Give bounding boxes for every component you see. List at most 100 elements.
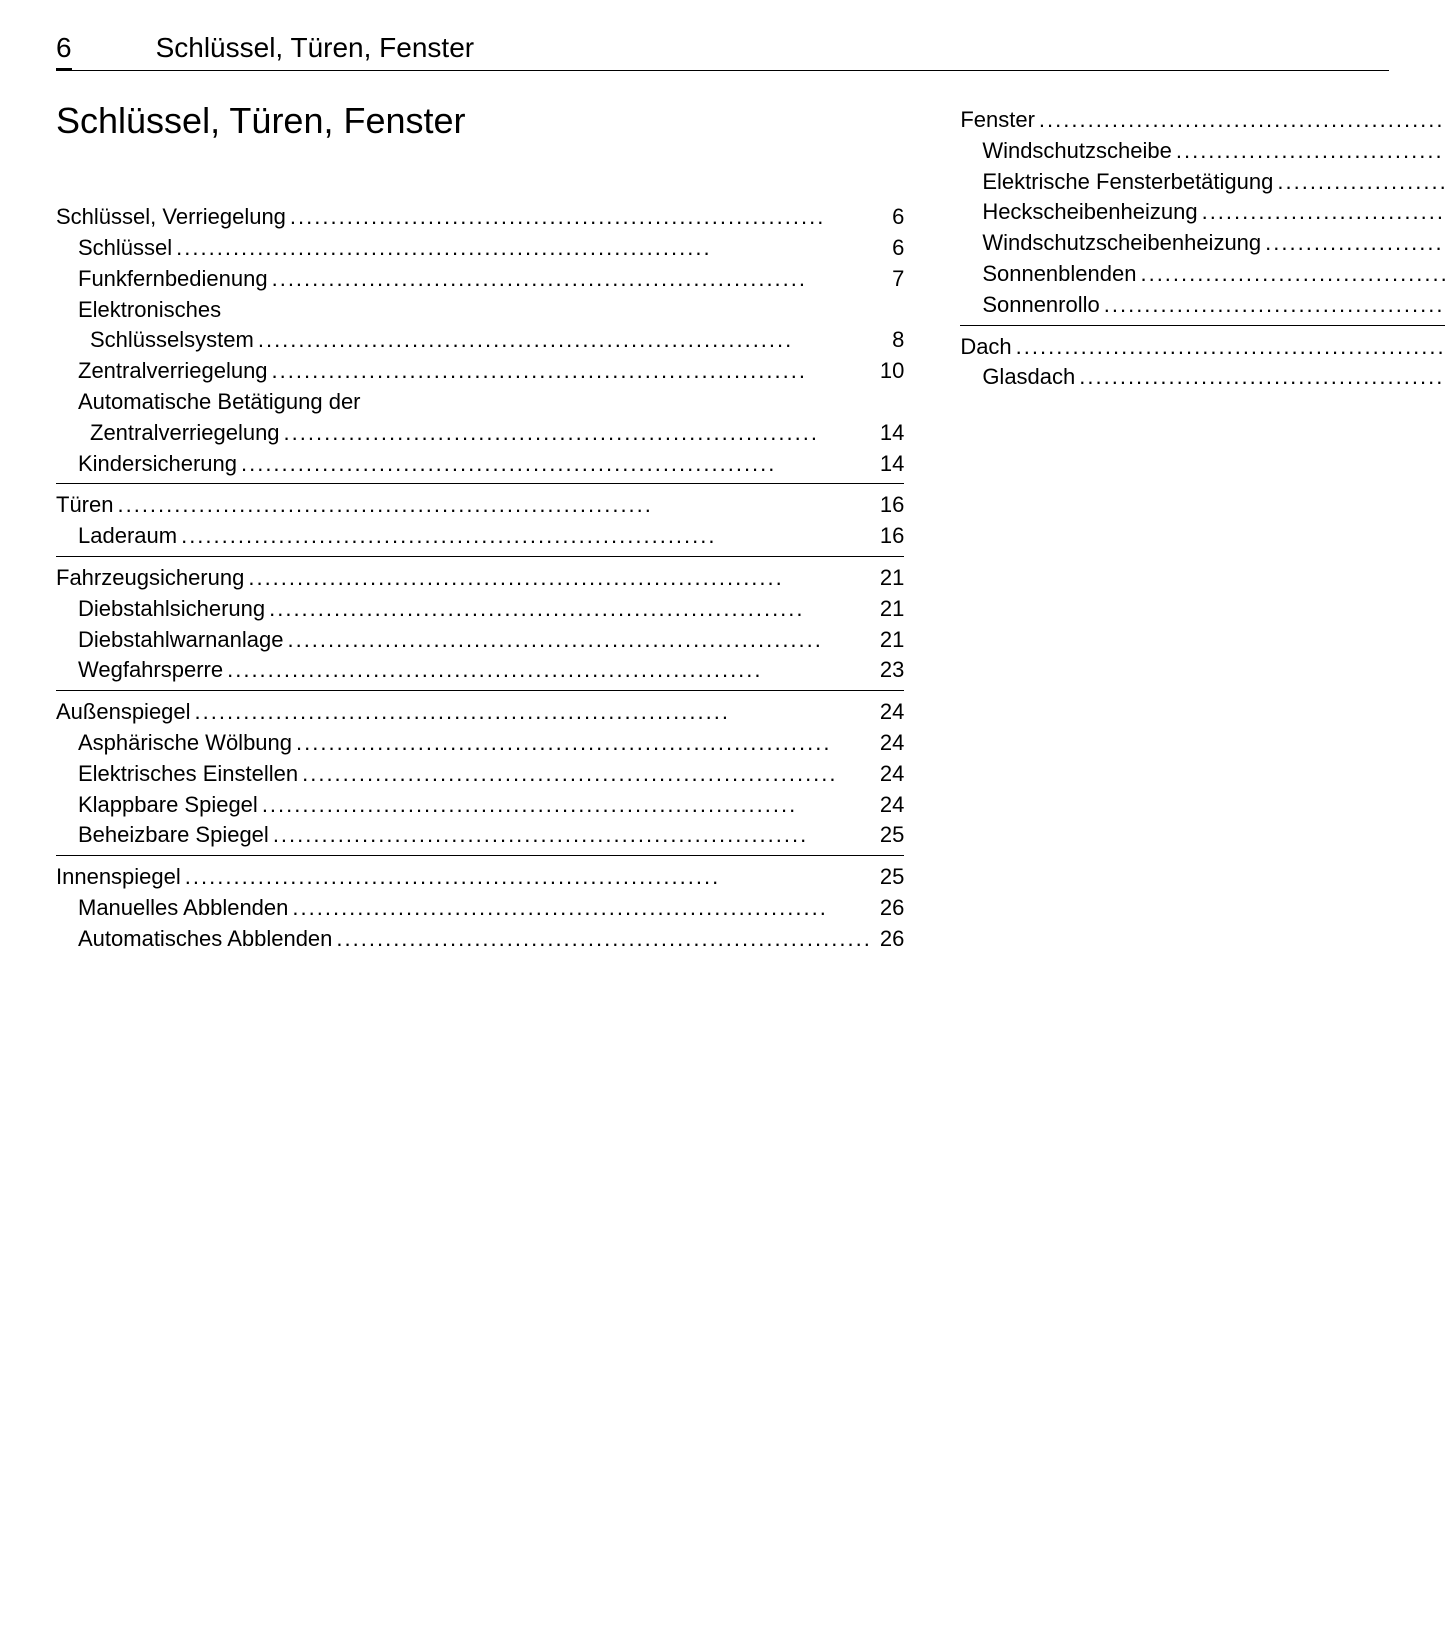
toc-leader	[269, 594, 872, 625]
toc-page: 24	[876, 728, 904, 759]
toc-sub-row: Automatische Betätigung der	[56, 387, 904, 418]
toc-label: Türen	[56, 490, 113, 521]
toc-sub-row: Zentralverriegelung 10	[56, 356, 904, 387]
toc-leader	[185, 862, 872, 893]
toc-leader	[290, 202, 884, 233]
toc-label: Elektronisches	[78, 295, 221, 326]
toc-leader	[1016, 332, 1445, 363]
toc-page: 7	[888, 264, 904, 295]
column-2: Fenster26Windschutzscheibe26Elektrische …	[942, 99, 1445, 1652]
toc-label: Manuelles Abblenden	[78, 893, 288, 924]
toc-page: 25	[876, 862, 904, 893]
toc-leader	[272, 264, 884, 295]
toc-sub-row: Sonnenrollo30	[960, 290, 1445, 321]
toc-sub-row: Kindersicherung14	[56, 449, 904, 480]
toc-leader	[117, 490, 871, 521]
toc-leader	[336, 924, 871, 955]
toc-leader	[262, 790, 872, 821]
toc-heading-row: Dach30	[960, 332, 1445, 363]
section-title: Schlüssel, Türen, Fenster	[56, 99, 904, 142]
toc-leader	[195, 697, 872, 728]
toc-group: Dach30Glasdach30	[960, 325, 1445, 394]
toc-page: 16	[876, 521, 904, 552]
column-1: Schlüssel, Türen, Fenster Schlüssel, Ver…	[56, 99, 922, 1652]
toc-label: Diebstahlwarnanlage	[78, 625, 283, 656]
toc-sub-row: Wegfahrsperre23	[56, 655, 904, 686]
toc-heading-row: Fenster26	[960, 105, 1445, 136]
toc-sub-row: Laderaum 16	[56, 521, 904, 552]
toc-label: Schlüssel	[78, 233, 172, 264]
toc-leader	[1104, 290, 1445, 321]
toc-page: 21	[876, 594, 904, 625]
toc-leader	[296, 728, 872, 759]
toc-sub-row: Elektronisches	[56, 295, 904, 326]
toc-group: Außenspiegel24Asphärische Wölbung24Elekt…	[56, 690, 904, 851]
toc-label: Sonnenrollo	[982, 290, 1099, 321]
toc-label: Zentralverriegelung	[78, 356, 268, 387]
toc-col2: Fenster26Windschutzscheibe26Elektrische …	[960, 99, 1445, 393]
toc-label: Fahrzeugsicherung	[56, 563, 244, 594]
toc-label: Laderaum	[78, 521, 177, 552]
toc-page: 21	[876, 625, 904, 656]
toc-label: Glasdach	[982, 362, 1075, 393]
toc-leader	[181, 521, 872, 552]
toc-sub-row: Automatisches Abblenden26	[56, 924, 904, 955]
toc-label: Beheizbare Spiegel	[78, 820, 269, 851]
toc-label: Heckscheibenheizung	[982, 197, 1197, 228]
toc-group: Fenster26Windschutzscheibe26Elektrische …	[960, 99, 1445, 321]
toc-leader	[292, 893, 871, 924]
toc-leader	[302, 759, 872, 790]
toc-sub-row: Beheizbare Spiegel25	[56, 820, 904, 851]
toc-sub-row: Windschutzscheibe26	[960, 136, 1445, 167]
toc-leader	[176, 233, 884, 264]
toc-page: 6	[888, 202, 904, 233]
toc-leader	[1277, 167, 1445, 198]
toc-label: Diebstahlsicherung	[78, 594, 265, 625]
toc-label: Asphärische Wölbung	[78, 728, 292, 759]
toc-page: 26	[876, 893, 904, 924]
toc-page: 23	[876, 655, 904, 686]
toc-leader	[284, 418, 872, 449]
toc-label: Außenspiegel	[56, 697, 191, 728]
toc-sub-row: Sonnenblenden30	[960, 259, 1445, 290]
toc-page: 10	[876, 356, 904, 387]
toc-leader	[248, 563, 871, 594]
toc-sub-row: Zentralverriegelung14	[56, 418, 904, 449]
toc-label: Kindersicherung	[78, 449, 237, 480]
toc-sub-row: Elektrisches Einstellen24	[56, 759, 904, 790]
toc-group: Fahrzeugsicherung21Diebstahlsicherung21D…	[56, 556, 904, 686]
toc-label: Windschutzscheibe	[982, 136, 1172, 167]
toc-page: 8	[888, 325, 904, 356]
toc-label: Funkfernbedienung	[78, 264, 268, 295]
toc-label: Fenster	[960, 105, 1035, 136]
toc-label: Schlüssel, Verriegelung	[56, 202, 286, 233]
toc-sub-row: Diebstahlsicherung 21	[56, 594, 904, 625]
toc-label: Innenspiegel	[56, 862, 181, 893]
toc-leader	[272, 356, 872, 387]
toc-label: Automatische Betätigung der	[78, 387, 361, 418]
toc-sub-row: Schlüsselsystem 8	[56, 325, 904, 356]
page-number: 6	[56, 32, 72, 71]
toc-col1: Schlüssel, Verriegelung6Schlüssel6Funkfe…	[56, 196, 904, 954]
page-columns: Schlüssel, Türen, Fenster Schlüssel, Ver…	[56, 99, 1389, 1652]
toc-group: Schlüssel, Verriegelung6Schlüssel6Funkfe…	[56, 196, 904, 479]
toc-heading-row: Außenspiegel24	[56, 697, 904, 728]
toc-label: Elektrisches Einstellen	[78, 759, 298, 790]
toc-sub-row: Schlüssel 6	[56, 233, 904, 264]
toc-heading-row: Innenspiegel 25	[56, 862, 904, 893]
toc-leader	[1176, 136, 1445, 167]
toc-group: Türen 16Laderaum 16	[56, 483, 904, 552]
toc-label: Windschutzscheibenheizung	[982, 228, 1261, 259]
toc-leader	[1265, 228, 1445, 259]
toc-page: 6	[888, 233, 904, 264]
toc-leader	[227, 655, 872, 686]
toc-sub-row: Funkfernbedienung 7	[56, 264, 904, 295]
toc-label: Elektrische Fensterbetätigung	[982, 167, 1273, 198]
toc-leader	[1039, 105, 1445, 136]
toc-sub-row: Klappbare Spiegel24	[56, 790, 904, 821]
toc-leader	[1079, 362, 1445, 393]
toc-label: Schlüsselsystem	[90, 325, 254, 356]
toc-leader	[287, 625, 871, 656]
toc-label: Sonnenblenden	[982, 259, 1136, 290]
toc-leader	[1202, 197, 1445, 228]
